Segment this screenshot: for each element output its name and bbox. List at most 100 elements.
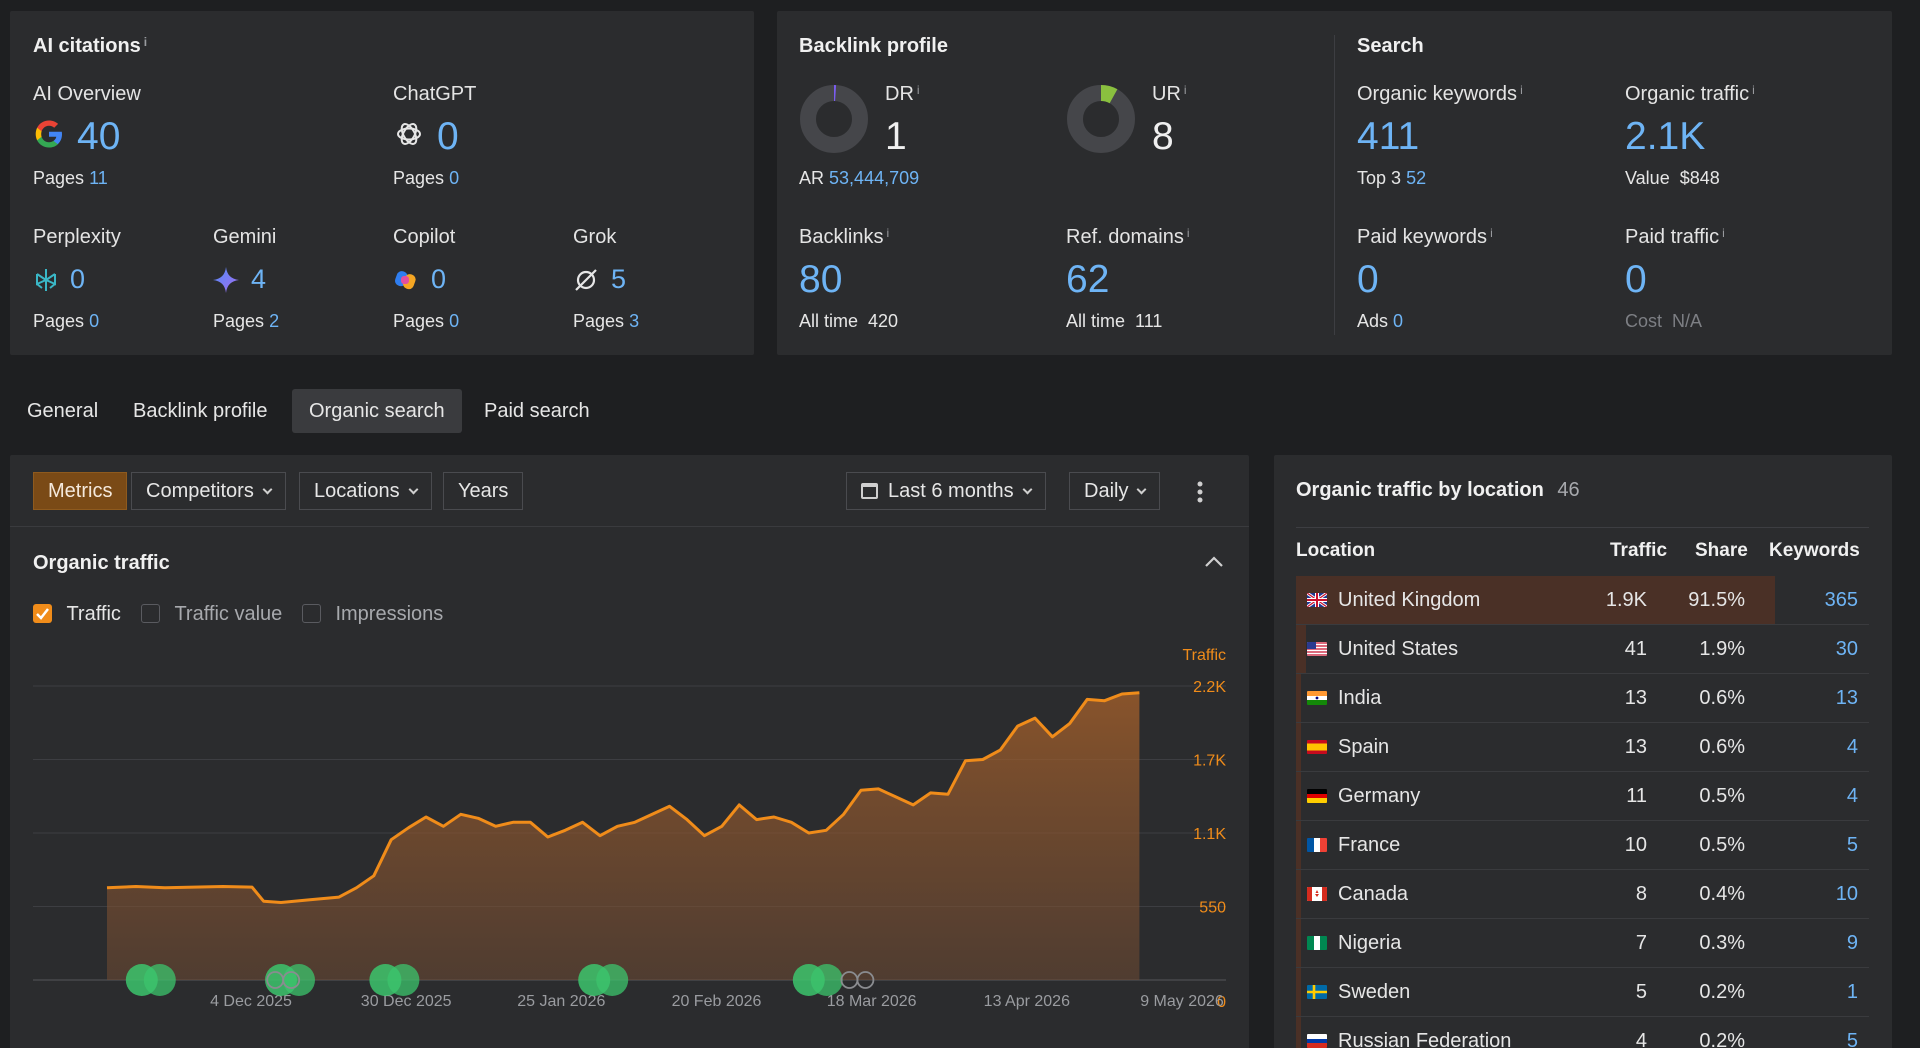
- table-row[interactable]: Nigeria 7 0.3% 9: [1296, 919, 1869, 968]
- refdomains-value[interactable]: 62: [1066, 258, 1110, 301]
- info-icon[interactable]: i: [916, 83, 920, 97]
- country-name[interactable]: Nigeria: [1338, 932, 1402, 954]
- organic-traffic-value[interactable]: 2.1K: [1625, 115, 1706, 158]
- country-name[interactable]: United States: [1338, 638, 1459, 660]
- impressions-checkbox[interactable]: Impressions: [302, 601, 443, 626]
- country-name[interactable]: India: [1338, 687, 1382, 709]
- period-dropdown[interactable]: Last 6 months: [846, 472, 1046, 510]
- table-row[interactable]: United Kingdom 1.9K 91.5% 365: [1296, 576, 1869, 625]
- chatgpt-value[interactable]: 0: [437, 115, 459, 158]
- share-cell: 91.5%: [1688, 589, 1745, 611]
- copilot-value[interactable]: 0: [431, 264, 447, 294]
- col-location[interactable]: Location: [1296, 540, 1376, 561]
- gemini-pages-link[interactable]: 2: [269, 311, 280, 331]
- col-keywords[interactable]: Keywords: [1769, 540, 1860, 561]
- organic-keywords-value[interactable]: 411: [1357, 115, 1420, 158]
- backlink-search-card: Backlink profile DR i 1 AR 53,444,709 UR i…: [777, 11, 1892, 355]
- paid-traffic-value[interactable]: 0: [1625, 258, 1647, 301]
- table-row[interactable]: India 13 0.6% 13: [1296, 674, 1869, 723]
- country-name[interactable]: Spain: [1338, 736, 1390, 758]
- chevron-down-icon: [262, 484, 273, 495]
- table-row[interactable]: United States 41 1.9% 30: [1296, 625, 1869, 674]
- collapse-chevron-icon[interactable]: [1203, 555, 1225, 574]
- ai-overview-value[interactable]: 40: [77, 115, 121, 158]
- country-name[interactable]: Germany: [1338, 785, 1421, 807]
- info-icon[interactable]: i: [1183, 83, 1187, 97]
- grok-value[interactable]: 5: [611, 264, 627, 294]
- tab-backlink-profile[interactable]: Backlink profile: [133, 400, 268, 422]
- info-icon[interactable]: i: [886, 226, 890, 240]
- traffic-checkbox[interactable]: Traffic: [33, 601, 121, 626]
- keywords-cell[interactable]: 10: [1835, 883, 1858, 905]
- tab-organic-search[interactable]: Organic search: [292, 389, 462, 433]
- paid-traffic-label: Paid traffic i: [1625, 226, 1725, 248]
- keywords-cell[interactable]: 5: [1846, 1030, 1858, 1048]
- country-name[interactable]: Russian Federation: [1338, 1030, 1512, 1048]
- locations-dropdown[interactable]: Locations: [299, 472, 432, 510]
- table-row[interactable]: Canada 8 0.4% 10: [1296, 870, 1869, 919]
- traffic-value-checkbox[interactable]: Traffic value: [141, 601, 282, 626]
- table-row[interactable]: Germany 11 0.5% 4: [1296, 772, 1869, 821]
- keywords-cell[interactable]: 9: [1846, 932, 1858, 954]
- share-bar: [1296, 821, 1301, 869]
- granularity-dropdown[interactable]: Daily: [1069, 472, 1161, 510]
- flag-es-icon: [1307, 740, 1327, 754]
- share-cell: 0.4%: [1699, 883, 1745, 905]
- traffic-line: [106, 691, 1140, 904]
- ai-overview-pages: Pages 11: [33, 168, 108, 188]
- top3-link[interactable]: 52: [1406, 168, 1427, 188]
- table-row[interactable]: Sweden 5 0.2% 1: [1296, 968, 1869, 1017]
- keywords-cell[interactable]: 4: [1846, 785, 1858, 807]
- table-row[interactable]: Spain 13 0.6% 4: [1296, 723, 1869, 772]
- flag-ru-icon: [1307, 1034, 1327, 1048]
- country-name[interactable]: Canada: [1338, 883, 1409, 905]
- share-bar: [1296, 870, 1301, 918]
- ar-link[interactable]: 53,444,709: [829, 168, 920, 188]
- x-tick-label: 4 Dec 2025: [210, 993, 292, 1010]
- grok-pages: Pages 3: [573, 311, 640, 331]
- info-icon[interactable]: i: [1520, 83, 1523, 97]
- tab-general[interactable]: General: [27, 400, 99, 422]
- ads-link[interactable]: 0: [1393, 311, 1404, 331]
- country-name[interactable]: France: [1338, 834, 1401, 856]
- perplexity-pages-link[interactable]: 0: [89, 311, 100, 331]
- country-name[interactable]: Sweden: [1338, 981, 1411, 1003]
- traffic-cell: 11: [1626, 785, 1647, 807]
- keywords-cell[interactable]: 365: [1824, 589, 1858, 611]
- years-button[interactable]: Years: [443, 472, 524, 510]
- copilot-pages-link[interactable]: 0: [449, 311, 460, 331]
- keywords-cell[interactable]: 4: [1846, 736, 1858, 758]
- col-traffic[interactable]: Traffic: [1610, 540, 1668, 561]
- info-icon[interactable]: i: [1752, 83, 1755, 97]
- info-icon[interactable]: i: [1186, 226, 1190, 240]
- table-row[interactable]: France 10 0.5% 5: [1296, 821, 1869, 870]
- perplexity-value[interactable]: 0: [70, 264, 86, 294]
- refdomains-alltime: All time 111: [1066, 311, 1163, 331]
- paid-keywords-value[interactable]: 0: [1357, 258, 1379, 301]
- x-tick-label: 9 May 2026: [1140, 993, 1224, 1010]
- info-icon[interactable]: i: [143, 35, 148, 49]
- table-row[interactable]: Russian Federation 4 0.2% 5: [1296, 1017, 1869, 1048]
- perplexity-pages: Pages 0: [33, 311, 100, 331]
- keywords-cell[interactable]: 13: [1835, 687, 1858, 709]
- info-icon[interactable]: i: [1722, 226, 1725, 240]
- keywords-cell[interactable]: 30: [1835, 638, 1858, 660]
- gemini-value[interactable]: 4: [251, 264, 267, 294]
- share-bar: [1296, 1017, 1301, 1048]
- gemini-icon: [212, 266, 240, 299]
- info-icon[interactable]: i: [1490, 226, 1493, 240]
- tab-paid-search[interactable]: Paid search: [484, 400, 590, 422]
- more-options-icon[interactable]: [1196, 480, 1204, 504]
- competitors-dropdown[interactable]: Competitors: [131, 472, 286, 510]
- chatgpt-pages-link[interactable]: 0: [449, 168, 460, 188]
- keywords-cell[interactable]: 5: [1846, 834, 1858, 856]
- col-share[interactable]: Share: [1695, 540, 1748, 561]
- google-icon: [33, 118, 65, 155]
- metrics-button[interactable]: Metrics: [33, 472, 128, 510]
- backlinks-value[interactable]: 80: [799, 258, 843, 301]
- ai-overview-pages-link[interactable]: 11: [89, 168, 108, 188]
- share-cell: 0.3%: [1699, 932, 1745, 954]
- grok-pages-link[interactable]: 3: [629, 311, 640, 331]
- country-name[interactable]: United Kingdom: [1338, 589, 1481, 611]
- keywords-cell[interactable]: 1: [1846, 981, 1858, 1003]
